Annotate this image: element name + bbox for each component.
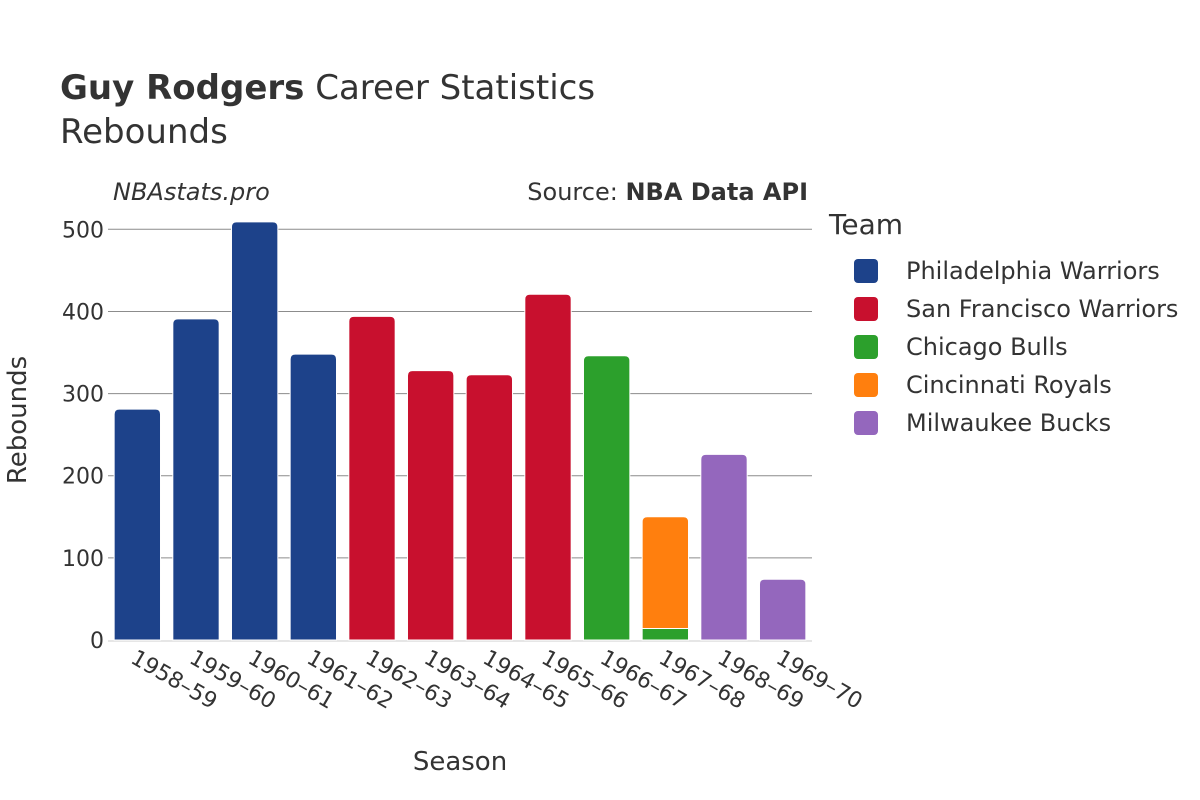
watermark: NBAstats.pro [113, 178, 270, 206]
player-name: Guy Rodgers [60, 68, 305, 108]
legend-swatch [854, 335, 878, 359]
bar-1969–70-milwaukee-bucks [758, 578, 807, 641]
bar-1963–64-san-francisco-warriors [406, 370, 455, 641]
y-tick-label: 300 [62, 383, 104, 408]
title-suffix: Career Statistics [315, 68, 596, 108]
bar-1966–67-chicago-bulls [582, 355, 631, 641]
source-prefix: Source: [527, 178, 618, 206]
bar-1968–69-milwaukee-bucks [700, 453, 748, 641]
legend-label: Philadelphia Warriors [906, 257, 1160, 285]
bar-1962–63-san-francisco-warriors [348, 315, 396, 641]
legend-swatch [854, 297, 878, 321]
legend: Philadelphia Warriors San Francisco Warri… [854, 252, 1178, 442]
bar-1967–68-chicago-bulls [641, 628, 690, 641]
y-tick-labels: 0 100 200 300 400 500 [62, 218, 104, 654]
chart-subtitle: Rebounds [60, 112, 228, 152]
legend-item[interactable]: Cincinnati Royals [854, 366, 1178, 404]
chart-title: Guy Rodgers Career Statistics [60, 68, 595, 108]
legend-label: San Francisco Warriors [906, 295, 1179, 323]
bars [113, 221, 807, 641]
grid-lines [108, 228, 812, 642]
legend-swatch [854, 373, 878, 397]
y-tick-label: 100 [62, 547, 104, 572]
legend-item[interactable]: San Francisco Warriors [854, 290, 1178, 328]
x-tick-labels: 1958–591959–601960–611961–621962–631963–… [126, 646, 866, 715]
source-name: NBA Data API [625, 178, 808, 206]
legend-label: Chicago Bulls [906, 333, 1068, 361]
legend-title: Team [829, 208, 904, 241]
legend-swatch [854, 411, 878, 435]
bar-1958–59-philadelphia-warriors [113, 408, 162, 641]
y-tick-label: 400 [62, 300, 104, 325]
legend-item[interactable]: Milwaukee Bucks [854, 404, 1178, 442]
bar-1960–61-philadelphia-warriors [230, 221, 279, 641]
y-tick-label: 500 [62, 218, 104, 243]
source-credit: Source: NBA Data API [527, 178, 808, 206]
bar-1967–68-cincinnati-royals [641, 516, 690, 629]
bar-1959–60-philadelphia-warriors [172, 318, 220, 641]
legend-label: Cincinnati Royals [906, 371, 1112, 399]
legend-label: Milwaukee Bucks [906, 409, 1112, 437]
y-tick-label: 200 [62, 465, 104, 490]
x-axis-label: Season [413, 747, 507, 777]
legend-item[interactable]: Chicago Bulls [854, 328, 1178, 366]
legend-item[interactable]: Philadelphia Warriors [854, 252, 1178, 290]
bar-1961–62-philadelphia-warriors [289, 353, 338, 641]
y-axis-label: Rebounds [3, 356, 33, 484]
y-tick-label: 0 [90, 629, 104, 654]
bar-1965–66-san-francisco-warriors [524, 293, 572, 641]
bar-1964–65-san-francisco-warriors [465, 374, 514, 641]
legend-swatch [854, 259, 878, 283]
